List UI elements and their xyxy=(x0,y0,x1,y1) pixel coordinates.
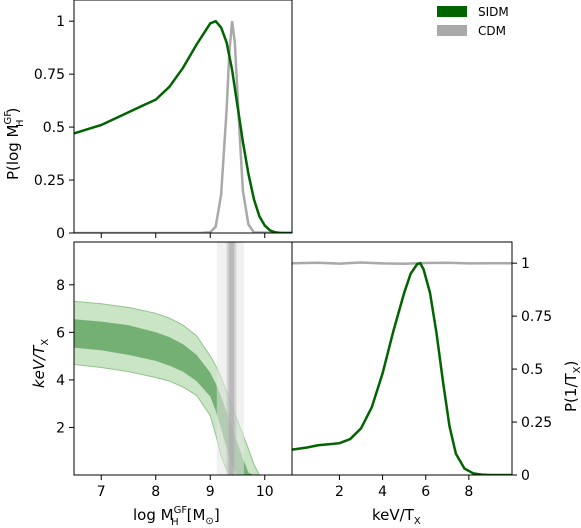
joint-ytick-label: 6 xyxy=(56,325,65,341)
kev-posterior-xtick-label: 6 xyxy=(421,484,430,500)
mass-posterior-ylabel: P(log MGFH) xyxy=(3,108,26,180)
joint-xtick-label: 10 xyxy=(256,484,274,500)
mass-posterior-lines xyxy=(74,19,292,233)
joint-ytick-label: 8 xyxy=(56,278,65,294)
kev-posterior-xtick-label: 8 xyxy=(464,484,473,500)
cdm-kev-curve xyxy=(292,261,512,266)
joint-ytick-label: 4 xyxy=(56,373,65,389)
kev-posterior-frame xyxy=(291,241,513,476)
joint-ytick-label: 2 xyxy=(56,420,65,436)
mass-xlabel: log MGF H [M⊙] xyxy=(133,505,220,528)
legend-swatch-sidm xyxy=(437,6,467,17)
joint-xtick-label: 7 xyxy=(97,484,106,500)
joint-xtick-label: 8 xyxy=(151,484,160,500)
kev-posterior-lines xyxy=(292,261,512,475)
mass-posterior-ytick-label: 0.5 xyxy=(43,120,65,136)
mass-posterior-ytick-label: 0.75 xyxy=(34,67,65,83)
sidm-mass-curve xyxy=(74,19,292,233)
kev-posterior-ytick-label: 0.25 xyxy=(521,415,552,431)
kev-posterior-ylabel: P(1/TX) xyxy=(562,361,581,412)
legend-label-cdm: CDM xyxy=(478,24,506,38)
sidm-kev-curve xyxy=(292,261,512,475)
kev-posterior-xtick-label: 2 xyxy=(335,484,344,500)
mass-posterior-frame xyxy=(73,0,293,234)
cdm-vertical-band-core xyxy=(228,242,235,475)
kev-ylabel: keV/TX xyxy=(30,339,51,388)
kev-posterior-ytick-label: 0 xyxy=(521,468,530,484)
kev-posterior-panel: 2 4 6 8 0 0.25 0.5 0.75 1 xyxy=(291,241,552,500)
kev-posterior-ytick-label: 0.75 xyxy=(521,309,552,325)
mass-posterior-panel: 0 0.25 0.5 0.75 1 xyxy=(34,0,293,242)
legend-swatch-cdm xyxy=(437,25,467,36)
kev-xlabel: keV/TX xyxy=(372,506,421,527)
kev-posterior-ytick-label: 0.5 xyxy=(521,362,543,378)
joint-xtick-label: 9 xyxy=(206,484,215,500)
cdm-mass-curve xyxy=(74,21,292,233)
kev-posterior-xtick-label: 4 xyxy=(378,484,387,500)
legend-label-sidm: SIDM xyxy=(478,5,509,19)
legend: SIDM CDM xyxy=(437,5,509,38)
kev-posterior-ytick-label: 1 xyxy=(521,256,530,272)
mass-kev-joint-panel: 7 8 9 10 2 4 6 8 xyxy=(56,241,293,500)
joint-regions xyxy=(74,242,265,475)
mass-posterior-ytick-label: 0.25 xyxy=(34,173,65,189)
mass-posterior-ytick-label: 0 xyxy=(56,226,65,242)
mass-posterior-ytick-label: 1 xyxy=(56,14,65,30)
